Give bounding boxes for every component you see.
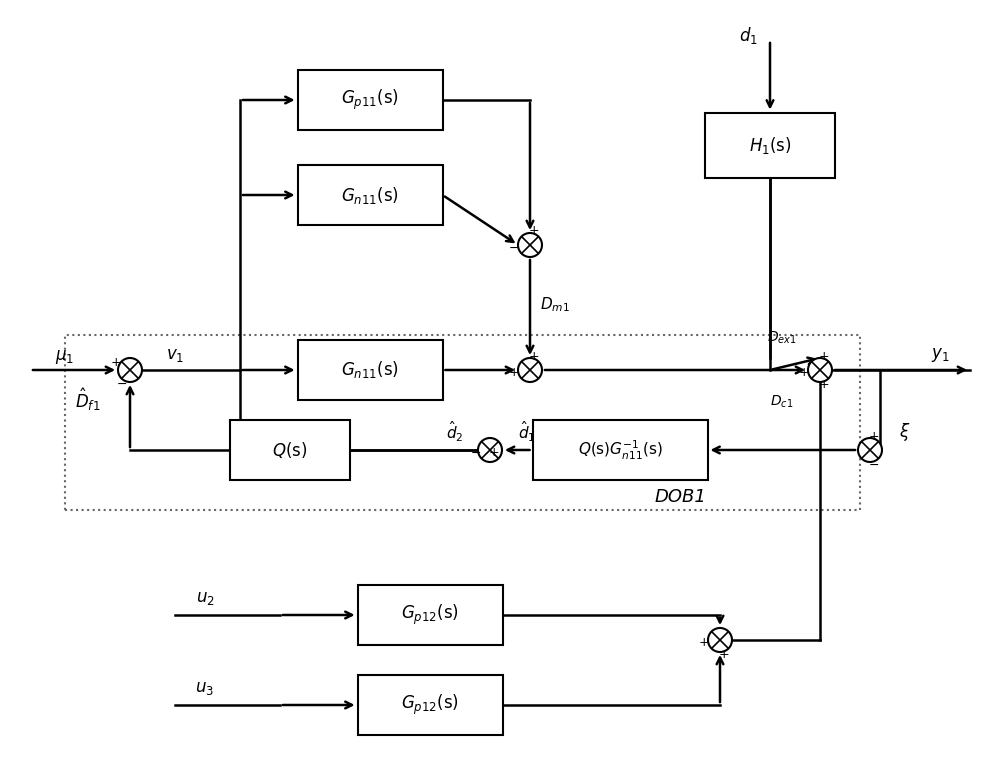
- Bar: [298, 340, 442, 400]
- Text: $G_{n11}(\mathrm{s})$: $G_{n11}(\mathrm{s})$: [341, 185, 399, 206]
- Text: $G_{p11}(\mathrm{s})$: $G_{p11}(\mathrm{s})$: [341, 88, 399, 112]
- Circle shape: [808, 358, 832, 382]
- Bar: [65, 335, 860, 510]
- Text: $G_{n11}(\mathrm{s})$: $G_{n11}(\mathrm{s})$: [341, 360, 399, 381]
- Text: $Q(\mathrm{s})G^{-1}_{n11}(\mathrm{s})$: $Q(\mathrm{s})G^{-1}_{n11}(\mathrm{s})$: [578, 439, 662, 461]
- Text: $+$: $+$: [528, 224, 540, 238]
- Text: $H_1(\mathrm{s})$: $H_1(\mathrm{s})$: [749, 135, 791, 156]
- Circle shape: [708, 628, 732, 652]
- Bar: [705, 113, 835, 178]
- Text: $\hat{D}_{f1}$: $\hat{D}_{f1}$: [75, 387, 101, 414]
- Text: $+$: $+$: [488, 446, 500, 458]
- Text: $D_{ex1}$: $D_{ex1}$: [767, 330, 797, 346]
- Text: $u_2$: $u_2$: [196, 589, 214, 607]
- Circle shape: [518, 233, 542, 257]
- Text: $G_{p12}(\mathrm{s})$: $G_{p12}(\mathrm{s})$: [401, 603, 459, 627]
- Text: $-$: $-$: [116, 376, 128, 389]
- Bar: [358, 675, 503, 735]
- Text: $-$: $-$: [868, 457, 880, 471]
- Text: $+$: $+$: [818, 350, 830, 363]
- Text: $\xi$: $\xi$: [899, 421, 911, 443]
- Bar: [230, 420, 350, 480]
- Circle shape: [478, 438, 502, 462]
- Bar: [532, 420, 708, 480]
- Text: $-$: $-$: [508, 241, 520, 253]
- Text: $+$: $+$: [798, 365, 810, 378]
- Circle shape: [118, 358, 142, 382]
- Text: $+$: $+$: [698, 636, 710, 648]
- Text: $\hat{d}_2$: $\hat{d}_2$: [446, 420, 464, 444]
- Text: $+$: $+$: [110, 356, 122, 368]
- Text: $+$: $+$: [508, 365, 520, 378]
- Text: DOB1: DOB1: [654, 488, 706, 506]
- Text: $D_{c1}$: $D_{c1}$: [770, 394, 794, 411]
- Text: $+$: $+$: [868, 429, 880, 443]
- Circle shape: [518, 358, 542, 382]
- Bar: [298, 70, 442, 130]
- Text: $\mu_1$: $\mu_1$: [55, 348, 75, 366]
- Text: $+$: $+$: [818, 378, 830, 390]
- Text: $G_{p12}(\mathrm{s})$: $G_{p12}(\mathrm{s})$: [401, 693, 459, 717]
- Text: $v_1$: $v_1$: [166, 346, 184, 364]
- Text: $u_3$: $u_3$: [195, 679, 215, 697]
- Text: $y_1$: $y_1$: [931, 346, 949, 364]
- Bar: [358, 585, 503, 645]
- Text: $Q(\mathrm{s})$: $Q(\mathrm{s})$: [272, 440, 308, 460]
- Text: $D_{m1}$: $D_{m1}$: [540, 296, 570, 314]
- Text: $-$: $-$: [470, 446, 482, 458]
- Text: $+$: $+$: [528, 350, 540, 363]
- Circle shape: [858, 438, 882, 462]
- Text: $d_1$: $d_1$: [739, 24, 757, 45]
- Text: $\hat{d}_1$: $\hat{d}_1$: [518, 420, 536, 444]
- Bar: [298, 165, 442, 225]
- Text: $+$: $+$: [718, 647, 730, 661]
